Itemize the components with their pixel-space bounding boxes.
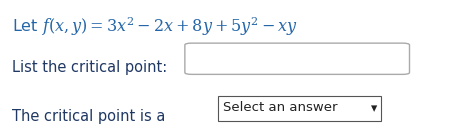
Text: ▾: ▾ xyxy=(371,102,377,115)
Text: The critical point is a: The critical point is a xyxy=(12,109,165,124)
FancyBboxPatch shape xyxy=(185,43,410,74)
FancyBboxPatch shape xyxy=(218,96,381,121)
Text: Let $f(x, y) = 3x^2 - 2x + 8y + 5y^2 - xy$: Let $f(x, y) = 3x^2 - 2x + 8y + 5y^2 - x… xyxy=(12,15,298,38)
Text: Select an answer: Select an answer xyxy=(223,101,338,114)
Text: List the critical point:: List the critical point: xyxy=(12,60,167,75)
